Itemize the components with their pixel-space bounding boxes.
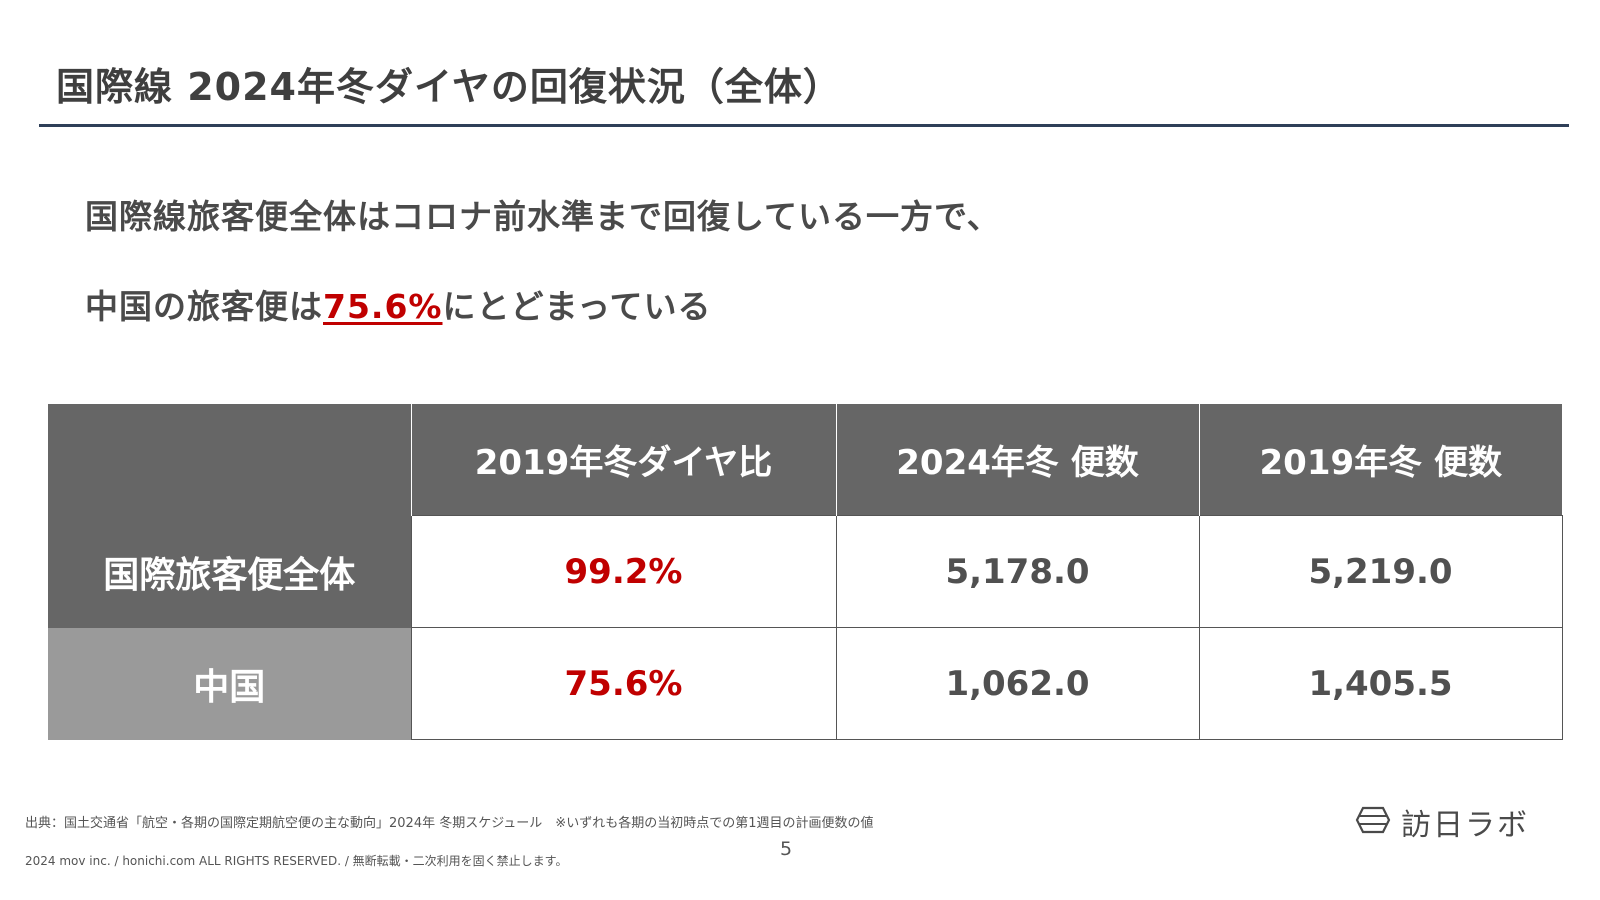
page-title: 国際線 2024年冬ダイヤの回復状況（全体） xyxy=(56,65,842,109)
cell-ratio-china: 75.6% xyxy=(410,627,837,740)
row-label-china: 中国 xyxy=(48,627,411,740)
table-header-flights-2019: 2019年冬 便数 xyxy=(1198,404,1562,516)
table-row: 中国 75.6% 1,062.0 1,405.5 xyxy=(48,627,1563,740)
source-note: 出典：国土交通省「航空・各期の国際定期航空便の主な動向」2024年 冬期スケジュ… xyxy=(25,816,874,831)
table-row: 国際旅客便全体 99.2% 5,178.0 5,219.0 xyxy=(48,515,1563,628)
lead-line-2-post: にとどまっている xyxy=(442,287,712,326)
table-header-empty xyxy=(48,404,411,516)
title-divider xyxy=(39,124,1569,127)
brand-logo-text: 訪日ラボ xyxy=(1401,808,1529,843)
cell-flights-2019-total: 5,219.0 xyxy=(1198,515,1563,628)
page-number: 5 xyxy=(780,838,793,860)
stacked-bars-logo-icon xyxy=(1355,805,1391,839)
flight-recovery-table: 2019年冬ダイヤ比 2024年冬 便数 2019年冬 便数 国際旅客便全体 9… xyxy=(48,404,1563,740)
lead-highlight-value: 75.6% xyxy=(323,287,443,326)
cell-flights-2024-total: 5,178.0 xyxy=(835,515,1200,628)
cell-flights-2019-china: 1,405.5 xyxy=(1198,627,1563,740)
table-header-flights-2024: 2024年冬 便数 xyxy=(835,404,1199,516)
table-header-row: 2019年冬ダイヤ比 2024年冬 便数 2019年冬 便数 xyxy=(48,404,1562,516)
cell-flights-2024-china: 1,062.0 xyxy=(835,627,1200,740)
row-label-total: 国際旅客便全体 xyxy=(48,515,411,628)
brand-logo: 訪日ラボ xyxy=(1355,800,1529,844)
cell-ratio-total: 99.2% xyxy=(410,515,837,628)
lead-line-2-pre: 中国の旅客便は xyxy=(85,287,323,326)
lead-line-1: 国際線旅客便全体はコロナ前水準まで回復している一方で、 xyxy=(85,197,1001,236)
copyright-notice: 2024 mov inc. / honichi.com ALL RIGHTS R… xyxy=(25,854,568,868)
table-header-ratio: 2019年冬ダイヤ比 xyxy=(410,404,836,516)
lead-line-2: 中国の旅客便は75.6%にとどまっている xyxy=(85,280,712,328)
